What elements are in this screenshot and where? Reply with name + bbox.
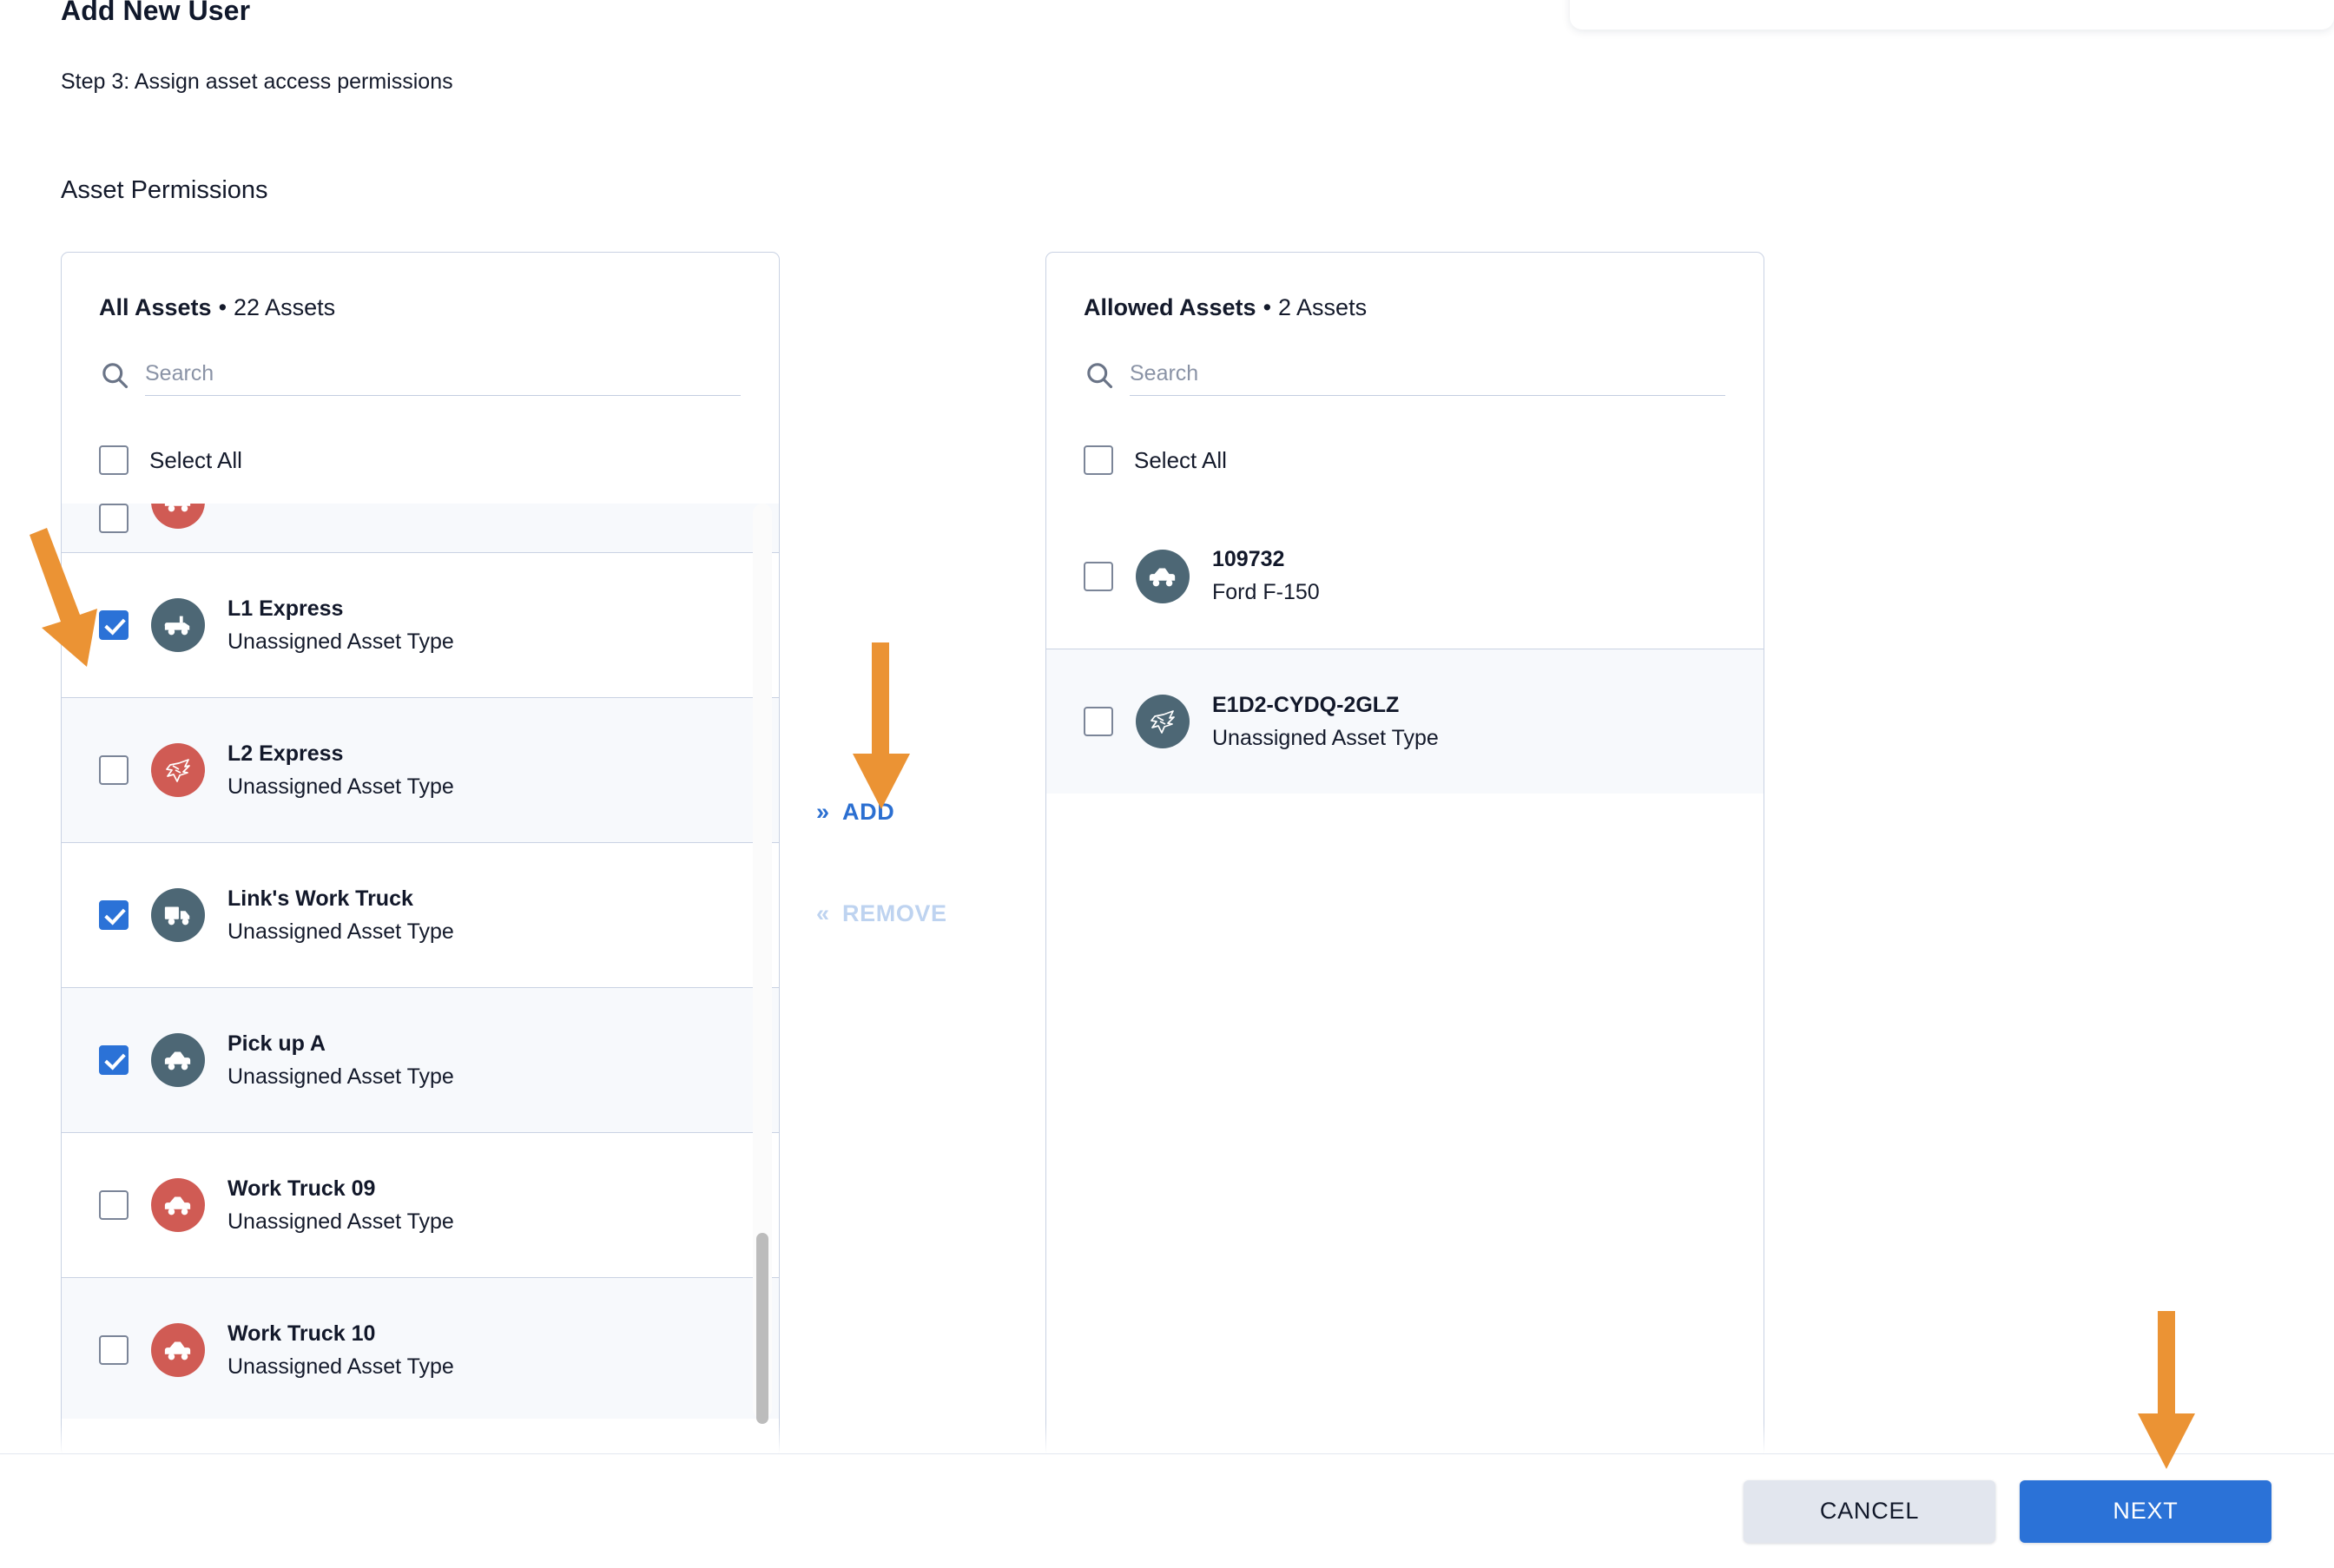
list-item-name: L1 Express xyxy=(227,596,344,621)
allowed-assets-row-checkbox[interactable] xyxy=(1084,561,1113,591)
eagle-icon xyxy=(1136,695,1190,748)
remove-button-label: REMOVE xyxy=(842,900,947,926)
list-item-name: Link's Work Truck xyxy=(227,886,413,911)
all-assets-list: Unassigned Asset Type L1 Express Unassigne… xyxy=(62,504,779,1419)
list-item-subtitle: Unassigned Asset Type xyxy=(227,919,454,944)
pickup-truck-icon xyxy=(151,504,205,529)
list-item-text: Work Truck 09 Unassigned Asset Type xyxy=(227,1176,454,1235)
pickup-truck-icon xyxy=(1136,549,1190,603)
box-truck-icon xyxy=(151,888,205,942)
all-assets-search-field[interactable] xyxy=(145,361,741,396)
list-item[interactable]: Work Truck 09 Unassigned Asset Type xyxy=(62,1132,779,1277)
list-item-name: Work Truck 09 xyxy=(227,1176,376,1201)
all-assets-title-text: All Assets xyxy=(99,294,212,320)
add-button[interactable]: » ADD xyxy=(816,799,894,826)
allowed-assets-select-all-checkbox[interactable] xyxy=(1084,445,1113,475)
eagle-icon xyxy=(151,743,205,797)
list-item-subtitle: Unassigned Asset Type xyxy=(227,1209,454,1234)
title-separator: • xyxy=(218,294,227,320)
pickup-truck-icon xyxy=(151,1178,205,1232)
all-assets-panel-title: All Assets • 22 Assets xyxy=(62,253,779,321)
list-item-name: 109732 xyxy=(1212,547,1285,571)
wizard-footer: CANCEL NEXT xyxy=(0,1453,2334,1568)
allowed-assets-row-checkbox[interactable] xyxy=(1084,707,1113,736)
allowed-assets-count: 2 Assets xyxy=(1278,294,1368,320)
all-assets-row-checkbox[interactable] xyxy=(99,1190,129,1220)
list-item-text: L2 Express Unassigned Asset Type xyxy=(227,741,454,800)
list-item[interactable]: Link's Work Truck Unassigned Asset Type xyxy=(62,842,779,987)
transfer-actions: » ADD « REMOVE xyxy=(816,799,947,927)
list-item-text: Work Truck 10 Unassigned Asset Type xyxy=(227,1321,454,1380)
remove-chevron-icon: « xyxy=(816,900,829,926)
page-title: Add New User xyxy=(61,0,251,26)
pickup-truck-icon xyxy=(151,1033,205,1087)
list-item[interactable]: Work Truck 10 Unassigned Asset Type xyxy=(62,1277,779,1419)
all-assets-select-all-checkbox[interactable] xyxy=(99,445,129,475)
list-item[interactable]: E1D2-CYDQ-2GLZ Unassigned Asset Type xyxy=(1046,649,1764,794)
allowed-assets-select-all-label: Select All xyxy=(1134,446,1227,473)
list-item-text: Pick up A Unassigned Asset Type xyxy=(227,1031,454,1090)
pickup-truck-icon xyxy=(151,1323,205,1377)
allowed-assets-panel: Allowed Assets •2 Assets Select All 10973… xyxy=(1045,252,1764,1458)
add-button-label: ADD xyxy=(842,799,895,825)
list-item-text: L1 Express Unassigned Asset Type xyxy=(227,596,454,655)
allowed-assets-search-field[interactable] xyxy=(1130,361,1725,396)
list-item[interactable]: L1 Express Unassigned Asset Type xyxy=(62,552,779,697)
list-item-subtitle: Unassigned Asset Type xyxy=(227,774,454,799)
list-item-text: 109732 Ford F-150 xyxy=(1212,547,1320,605)
search-icon xyxy=(1084,359,1115,391)
next-button[interactable]: NEXT xyxy=(2020,1479,2271,1543)
remove-button: « REMOVE xyxy=(816,900,947,927)
annotation-arrow-add-button xyxy=(853,642,910,809)
allowed-assets-search-input[interactable] xyxy=(1130,361,1725,386)
all-assets-count: 22 Assets xyxy=(234,294,336,320)
list-item-name: Work Truck 10 xyxy=(227,1321,376,1346)
all-assets-scrollbar-thumb[interactable] xyxy=(756,1233,768,1424)
all-assets-row-checkbox[interactable] xyxy=(99,610,129,640)
title-separator: • xyxy=(1263,294,1272,320)
list-item[interactable]: Unassigned Asset Type xyxy=(62,504,779,552)
allowed-assets-select-all-row[interactable]: Select All xyxy=(1084,441,1764,479)
cancel-button[interactable]: CANCEL xyxy=(1744,1479,1995,1543)
list-item-text: E1D2-CYDQ-2GLZ Unassigned Asset Type xyxy=(1212,693,1439,751)
list-item[interactable]: 109732 Ford F-150 xyxy=(1046,504,1764,649)
all-assets-row-checkbox[interactable] xyxy=(99,900,129,930)
list-item-text: Link's Work Truck Unassigned Asset Type xyxy=(227,886,454,945)
allowed-assets-list-wrap: 109732 Ford F-150 E1D2-CYDQ-2GLZ Unassigned… xyxy=(1046,504,1764,1424)
list-item-name: Pick up A xyxy=(227,1031,326,1056)
list-item[interactable]: Pick up A Unassigned Asset Type xyxy=(62,987,779,1132)
all-assets-row-checkbox[interactable] xyxy=(99,1335,129,1365)
list-item-name: E1D2-CYDQ-2GLZ xyxy=(1212,692,1400,717)
section-heading: Asset Permissions xyxy=(61,176,268,204)
allowed-assets-search-row xyxy=(1084,359,1725,396)
all-assets-row-checkbox[interactable] xyxy=(99,1045,129,1075)
list-item-subtitle: Unassigned Asset Type xyxy=(227,1354,454,1379)
all-assets-list-wrap: Unassigned Asset Type L1 Express Unassigne… xyxy=(62,504,779,1424)
all-assets-select-all-label: Select All xyxy=(149,446,242,473)
list-item[interactable]: L2 Express Unassigned Asset Type xyxy=(62,697,779,842)
list-item-subtitle: Unassigned Asset Type xyxy=(227,629,454,654)
all-assets-row-checkbox[interactable] xyxy=(99,755,129,785)
top-right-sheet-edge xyxy=(1570,0,2334,30)
list-item-subtitle: Ford F-150 xyxy=(1212,580,1320,604)
flatbed-truck-icon xyxy=(151,598,205,652)
list-item-subtitle: Unassigned Asset Type xyxy=(227,1064,454,1089)
list-item-name: L2 Express xyxy=(227,741,344,766)
step-subtitle: Step 3: Assign asset access permissions xyxy=(61,69,453,94)
all-assets-select-all-row[interactable]: Select All xyxy=(99,441,779,479)
add-chevron-icon: » xyxy=(816,799,829,825)
all-assets-panel: All Assets• 22 Assets Select All Unassign… xyxy=(61,252,780,1458)
allowed-assets-list: 109732 Ford F-150 E1D2-CYDQ-2GLZ Unassigned… xyxy=(1046,504,1764,1424)
all-assets-scrollbar[interactable] xyxy=(753,504,772,1424)
all-assets-row-checkbox[interactable] xyxy=(99,504,129,533)
all-assets-search-row xyxy=(99,359,741,396)
all-assets-search-input[interactable] xyxy=(145,361,741,386)
list-item-subtitle: Unassigned Asset Type xyxy=(1212,725,1439,750)
allowed-assets-panel-title: Allowed Assets • 2 Assets xyxy=(1046,253,1764,321)
search-icon xyxy=(99,359,130,391)
allowed-assets-title-text: Allowed Assets xyxy=(1084,294,1256,320)
